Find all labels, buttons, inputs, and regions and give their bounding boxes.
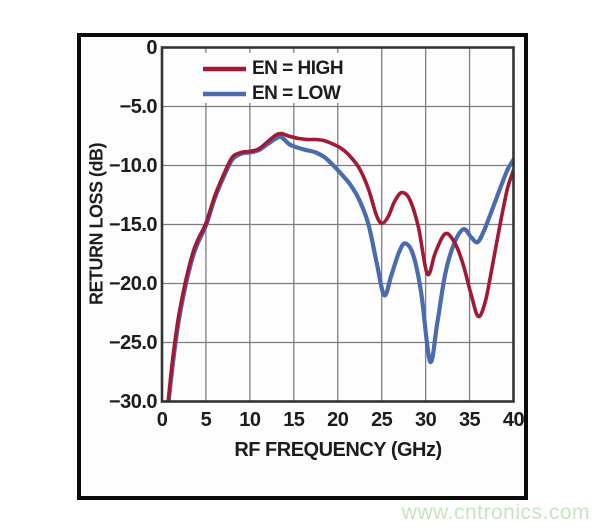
x-tick-label: 25 — [371, 409, 393, 431]
watermark: www.cntronics.com — [401, 501, 590, 524]
y-tick-label: −15.0 — [108, 213, 158, 236]
y-tick-label: 0 — [146, 36, 157, 59]
x-tick-label: 5 — [200, 409, 212, 431]
y-tick-label: −10.0 — [108, 154, 158, 177]
y-tick-label: −25.0 — [108, 331, 158, 354]
x-tick-label: 10 — [239, 409, 261, 431]
curve-en-low — [166, 134, 514, 402]
x-tick-label: 0 — [156, 409, 168, 431]
y-tick-label: −30.0 — [108, 390, 158, 413]
y-tick-label: −20.0 — [108, 272, 158, 295]
y-axis-title: RETURN LOSS (dB) — [86, 143, 107, 305]
curve-en-high — [166, 131, 514, 402]
x-tick-label: 15 — [283, 409, 305, 431]
x-axis-title: RF FREQUENCY (GHz) — [234, 439, 442, 461]
x-tick-label: 30 — [415, 409, 437, 431]
legend-box — [192, 53, 339, 103]
legend-label-en-low: EN = LOW — [252, 83, 341, 104]
curves — [166, 131, 514, 402]
legend-label-en-high: EN = HIGH — [252, 58, 344, 79]
chart-frame — [77, 33, 528, 500]
y-tick-label: −5.0 — [119, 95, 158, 118]
x-tick-label: 20 — [327, 409, 349, 431]
plot-border — [160, 46, 515, 403]
x-tick-label: 35 — [458, 409, 481, 431]
x-tick-label: 40 — [502, 409, 525, 431]
